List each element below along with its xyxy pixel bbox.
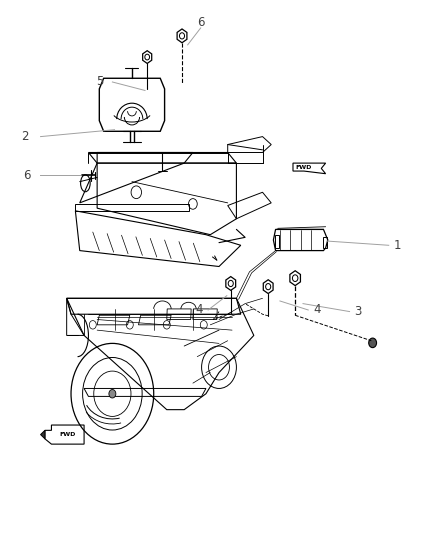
Text: 6: 6 xyxy=(23,169,30,182)
Circle shape xyxy=(369,338,377,348)
Text: FWD: FWD xyxy=(60,432,76,437)
Text: 1: 1 xyxy=(394,239,401,252)
Text: FWD: FWD xyxy=(296,165,312,170)
Text: 6: 6 xyxy=(197,16,205,29)
Text: 3: 3 xyxy=(355,305,362,318)
Text: 5: 5 xyxy=(95,76,103,88)
Text: 4: 4 xyxy=(196,303,203,317)
Text: 4: 4 xyxy=(313,303,321,317)
Text: 2: 2 xyxy=(21,130,29,143)
Polygon shape xyxy=(41,430,45,439)
Circle shape xyxy=(109,390,116,398)
